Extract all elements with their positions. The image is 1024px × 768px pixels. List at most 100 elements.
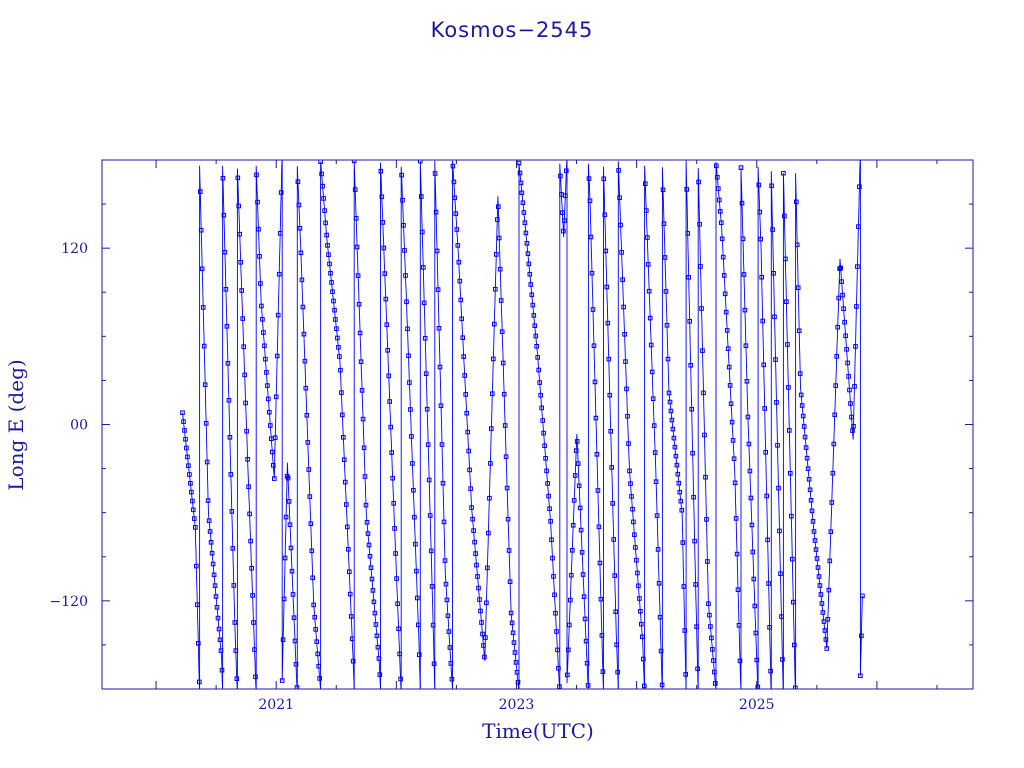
data-point [453,211,459,216]
data-point [809,508,815,514]
data-point [388,424,393,430]
data-point [741,272,747,277]
data-point [243,400,248,406]
data-point [246,484,251,490]
data-point [428,548,434,554]
data-point [666,390,672,396]
data-point [845,360,850,366]
data-point [720,254,726,260]
data-point [229,509,235,514]
data-point [541,430,546,436]
data-point [570,548,575,553]
data-point [804,455,810,461]
data-point [327,261,332,267]
data-point [411,488,416,493]
data-point [525,251,531,256]
data-point [283,514,289,520]
data-point [446,629,452,634]
data-point [753,630,759,636]
data-point [545,481,550,486]
data-point [191,507,196,513]
data-point [270,449,275,455]
data-point [856,224,861,229]
data-point [625,413,630,419]
data-point [586,176,592,181]
data-point [852,384,857,389]
data-point [213,594,219,599]
data-point [751,576,757,582]
data-point [577,505,583,511]
data-point [346,547,351,552]
data-point [496,235,502,241]
series-line [740,167,759,689]
data-point [597,560,603,566]
data-point [434,248,440,254]
data-point [801,424,807,429]
data-point [617,195,622,200]
data-point [781,170,786,176]
data-point [247,511,252,517]
data-point [500,360,506,366]
data-point [288,545,294,551]
data-point [676,480,682,486]
data-point [639,621,644,627]
data-point [710,647,715,652]
data-point [194,563,199,569]
data-point [687,319,693,324]
data-point [188,481,193,486]
data-point [680,540,686,545]
data-point [561,228,566,234]
data-point [383,296,389,302]
data-point [524,241,530,246]
data-point [447,645,453,650]
data-point [449,676,455,682]
data-point [287,522,293,528]
data-point [315,651,320,657]
data-point [569,572,574,578]
data-point [495,217,500,222]
data-point [805,466,811,471]
data-point [548,519,553,524]
data-point [614,642,620,648]
data-point [374,633,380,639]
data-point [198,227,204,233]
data-point [272,435,278,440]
data-point [558,173,563,179]
data-point [768,668,773,674]
data-point [679,507,685,513]
data-point [713,681,718,686]
data-point [651,423,657,428]
data-point [239,288,244,293]
data-point [207,529,213,534]
data-point [528,282,534,287]
data-point [314,639,319,645]
data-point [808,498,814,503]
data-point [716,186,721,191]
data-point [794,242,800,248]
data-point [752,603,758,609]
data-point [190,498,195,504]
data-point [637,596,642,601]
data-point [496,204,501,209]
data-point [295,179,301,184]
data-point [725,346,731,351]
data-point [702,432,707,438]
series-line [603,166,619,689]
data-point [404,299,409,305]
data-point [323,220,328,226]
data-point [598,596,604,602]
data-point [487,495,492,501]
data-point [319,171,324,177]
data-point [309,548,315,554]
data-point [384,322,390,327]
data-point [600,669,606,674]
data-point [581,594,587,600]
data-point [343,479,348,485]
data-point [719,236,725,242]
data-point [389,450,394,455]
data-point [381,245,387,251]
data-point [848,401,853,406]
data-point [435,287,441,292]
data-point [519,190,525,196]
data-point [248,538,253,544]
